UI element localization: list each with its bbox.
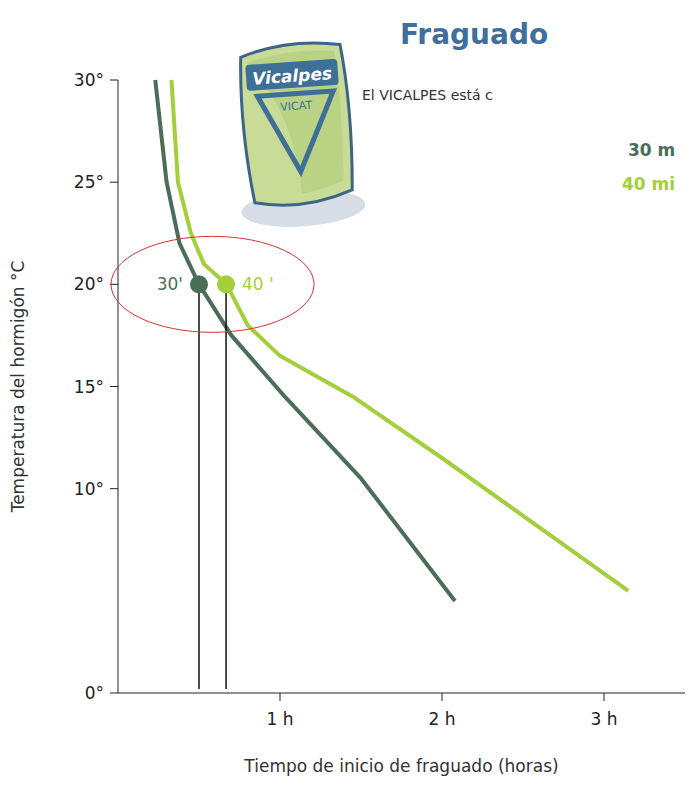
highlight-point — [217, 275, 235, 293]
title: Fraguado — [400, 18, 548, 51]
annotation: 30 m — [628, 140, 675, 160]
logo: Vicalpes VICAT — [230, 40, 366, 231]
x-tick — [442, 693, 443, 701]
y-tick-label: 30° — [74, 70, 104, 90]
x-tick — [604, 693, 605, 701]
y-tick-label: 25° — [74, 172, 104, 192]
y-tick-label: 15° — [74, 377, 104, 397]
highlight-ellipse — [111, 236, 314, 332]
x-tick-label: 1 h — [267, 709, 294, 729]
y-tick-label: 0° — [85, 683, 104, 703]
highlight-point — [190, 275, 208, 293]
logo-text: VICAT — [280, 99, 313, 114]
x-tick — [280, 693, 281, 701]
logo-band — [245, 59, 339, 91]
x-tick-label: 3 h — [591, 709, 618, 729]
x-axis-title: Tiempo de inicio de fraguado (horas) — [243, 756, 558, 776]
y-tick — [110, 182, 118, 183]
y-axis-title: Temperatura del hormigón °C — [8, 261, 28, 514]
y-tick — [110, 693, 118, 694]
y-tick — [110, 386, 118, 387]
logo-text: Vicalpes — [252, 63, 333, 89]
y-tick — [110, 80, 118, 81]
logo-triangle — [257, 91, 338, 174]
logo-bag — [238, 40, 356, 208]
annotation: 40 mi — [622, 174, 675, 194]
y-tick — [110, 488, 118, 489]
drop-line — [198, 284, 200, 689]
drop-line — [225, 284, 227, 689]
series-line — [171, 80, 628, 591]
chart: Vicalpes VICAT Fraguado El VICALPES está c 3… — [0, 0, 697, 790]
x-tick-label: 2 h — [429, 709, 456, 729]
plot-area — [155, 80, 628, 689]
y-tick-label: 20° — [74, 274, 104, 294]
highlight-label: 30' — [157, 274, 183, 294]
subtitle: El VICALPES está c — [362, 87, 493, 103]
highlight-label: 40 ' — [242, 274, 274, 294]
y-tick-label: 10° — [74, 479, 104, 499]
series-line — [155, 80, 455, 601]
x-axis — [118, 693, 685, 694]
logo-shade — [247, 49, 347, 197]
